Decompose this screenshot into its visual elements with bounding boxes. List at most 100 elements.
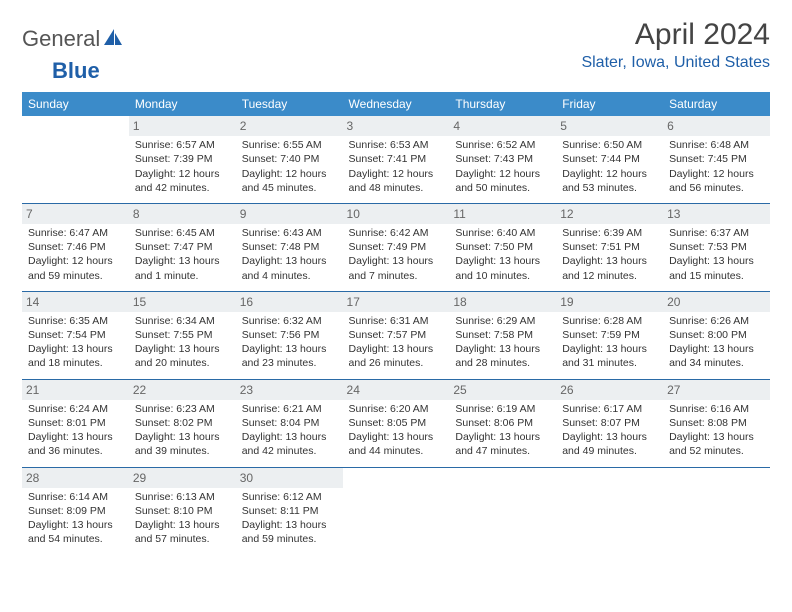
day-number: 2 [236, 116, 343, 136]
sunrise-line: Sunrise: 6:29 AM [455, 314, 550, 328]
day-number: 28 [22, 468, 129, 488]
sunset-line: Sunset: 8:08 PM [669, 416, 764, 430]
daylight-line: Daylight: 13 hours and 26 minutes. [349, 342, 444, 370]
sunrise-line: Sunrise: 6:16 AM [669, 402, 764, 416]
week-row: 14Sunrise: 6:35 AMSunset: 7:54 PMDayligh… [22, 292, 770, 379]
dow-header: Sunday [22, 92, 129, 116]
sunset-line: Sunset: 7:49 PM [349, 240, 444, 254]
sunrise-line: Sunrise: 6:23 AM [135, 402, 230, 416]
week-row: 21Sunrise: 6:24 AMSunset: 8:01 PMDayligh… [22, 380, 770, 467]
sunrise-line: Sunrise: 6:24 AM [28, 402, 123, 416]
sunset-line: Sunset: 7:50 PM [455, 240, 550, 254]
daylight-line: Daylight: 12 hours and 53 minutes. [562, 167, 657, 195]
day-number: 14 [22, 292, 129, 312]
sunset-line: Sunset: 7:44 PM [562, 152, 657, 166]
day-number: 24 [343, 380, 450, 400]
sunset-line: Sunset: 7:55 PM [135, 328, 230, 342]
sunrise-line: Sunrise: 6:48 AM [669, 138, 764, 152]
daylight-line: Daylight: 13 hours and 4 minutes. [242, 254, 337, 282]
sunrise-line: Sunrise: 6:42 AM [349, 226, 444, 240]
day-cell: 20Sunrise: 6:26 AMSunset: 8:00 PMDayligh… [663, 292, 770, 379]
logo: General [22, 18, 126, 52]
day-cell: 3Sunrise: 6:53 AMSunset: 7:41 PMDaylight… [343, 116, 450, 203]
sunrise-line: Sunrise: 6:45 AM [135, 226, 230, 240]
sunset-line: Sunset: 7:47 PM [135, 240, 230, 254]
sunset-line: Sunset: 8:11 PM [242, 504, 337, 518]
sunset-line: Sunset: 7:41 PM [349, 152, 444, 166]
daylight-line: Daylight: 13 hours and 39 minutes. [135, 430, 230, 458]
day-number: 3 [343, 116, 450, 136]
day-cell: 2Sunrise: 6:55 AMSunset: 7:40 PMDaylight… [236, 116, 343, 203]
day-cell: 9Sunrise: 6:43 AMSunset: 7:48 PMDaylight… [236, 204, 343, 291]
day-number: 8 [129, 204, 236, 224]
sunrise-line: Sunrise: 6:50 AM [562, 138, 657, 152]
sunrise-line: Sunrise: 6:37 AM [669, 226, 764, 240]
sunrise-line: Sunrise: 6:28 AM [562, 314, 657, 328]
sunset-line: Sunset: 8:00 PM [669, 328, 764, 342]
day-cell: 16Sunrise: 6:32 AMSunset: 7:56 PMDayligh… [236, 292, 343, 379]
daylight-line: Daylight: 12 hours and 45 minutes. [242, 167, 337, 195]
day-of-week-row: SundayMondayTuesdayWednesdayThursdayFrid… [22, 92, 770, 116]
dow-header: Thursday [449, 92, 556, 116]
day-cell: 23Sunrise: 6:21 AMSunset: 8:04 PMDayligh… [236, 380, 343, 467]
day-number: 9 [236, 204, 343, 224]
day-cell: 1Sunrise: 6:57 AMSunset: 7:39 PMDaylight… [129, 116, 236, 203]
sunset-line: Sunset: 8:02 PM [135, 416, 230, 430]
daylight-line: Daylight: 13 hours and 54 minutes. [28, 518, 123, 546]
day-cell [22, 116, 129, 203]
day-cell: 6Sunrise: 6:48 AMSunset: 7:45 PMDaylight… [663, 116, 770, 203]
day-cell: 8Sunrise: 6:45 AMSunset: 7:47 PMDaylight… [129, 204, 236, 291]
sunrise-line: Sunrise: 6:26 AM [669, 314, 764, 328]
sunset-line: Sunset: 7:43 PM [455, 152, 550, 166]
daylight-line: Daylight: 12 hours and 50 minutes. [455, 167, 550, 195]
day-cell: 28Sunrise: 6:14 AMSunset: 8:09 PMDayligh… [22, 468, 129, 555]
sunrise-line: Sunrise: 6:17 AM [562, 402, 657, 416]
day-number: 18 [449, 292, 556, 312]
sunset-line: Sunset: 8:10 PM [135, 504, 230, 518]
day-number: 30 [236, 468, 343, 488]
sunrise-line: Sunrise: 6:31 AM [349, 314, 444, 328]
day-cell: 4Sunrise: 6:52 AMSunset: 7:43 PMDaylight… [449, 116, 556, 203]
week-row: 1Sunrise: 6:57 AMSunset: 7:39 PMDaylight… [22, 116, 770, 203]
dow-header: Wednesday [343, 92, 450, 116]
sunset-line: Sunset: 7:58 PM [455, 328, 550, 342]
daylight-line: Daylight: 13 hours and 28 minutes. [455, 342, 550, 370]
day-cell: 26Sunrise: 6:17 AMSunset: 8:07 PMDayligh… [556, 380, 663, 467]
daylight-line: Daylight: 12 hours and 59 minutes. [28, 254, 123, 282]
day-cell: 19Sunrise: 6:28 AMSunset: 7:59 PMDayligh… [556, 292, 663, 379]
daylight-line: Daylight: 13 hours and 52 minutes. [669, 430, 764, 458]
day-number: 10 [343, 204, 450, 224]
dow-header: Monday [129, 92, 236, 116]
daylight-line: Daylight: 13 hours and 47 minutes. [455, 430, 550, 458]
sunset-line: Sunset: 7:51 PM [562, 240, 657, 254]
daylight-line: Daylight: 13 hours and 42 minutes. [242, 430, 337, 458]
daylight-line: Daylight: 13 hours and 59 minutes. [242, 518, 337, 546]
sunset-line: Sunset: 7:45 PM [669, 152, 764, 166]
day-cell [343, 468, 450, 555]
daylight-line: Daylight: 13 hours and 20 minutes. [135, 342, 230, 370]
daylight-line: Daylight: 13 hours and 18 minutes. [28, 342, 123, 370]
logo-text-blue: Blue [52, 58, 100, 83]
day-cell: 5Sunrise: 6:50 AMSunset: 7:44 PMDaylight… [556, 116, 663, 203]
sunrise-line: Sunrise: 6:35 AM [28, 314, 123, 328]
day-number: 16 [236, 292, 343, 312]
day-cell: 17Sunrise: 6:31 AMSunset: 7:57 PMDayligh… [343, 292, 450, 379]
sunset-line: Sunset: 8:04 PM [242, 416, 337, 430]
day-cell: 12Sunrise: 6:39 AMSunset: 7:51 PMDayligh… [556, 204, 663, 291]
sunrise-line: Sunrise: 6:40 AM [455, 226, 550, 240]
daylight-line: Daylight: 12 hours and 48 minutes. [349, 167, 444, 195]
day-cell [449, 468, 556, 555]
sunrise-line: Sunrise: 6:19 AM [455, 402, 550, 416]
day-number: 23 [236, 380, 343, 400]
daylight-line: Daylight: 13 hours and 12 minutes. [562, 254, 657, 282]
daylight-line: Daylight: 13 hours and 23 minutes. [242, 342, 337, 370]
day-number: 29 [129, 468, 236, 488]
day-number: 25 [449, 380, 556, 400]
sunrise-line: Sunrise: 6:55 AM [242, 138, 337, 152]
day-number: 6 [663, 116, 770, 136]
daylight-line: Daylight: 13 hours and 15 minutes. [669, 254, 764, 282]
dow-header: Friday [556, 92, 663, 116]
month-title: April 2024 [581, 18, 770, 52]
day-cell: 30Sunrise: 6:12 AMSunset: 8:11 PMDayligh… [236, 468, 343, 555]
dow-header: Tuesday [236, 92, 343, 116]
